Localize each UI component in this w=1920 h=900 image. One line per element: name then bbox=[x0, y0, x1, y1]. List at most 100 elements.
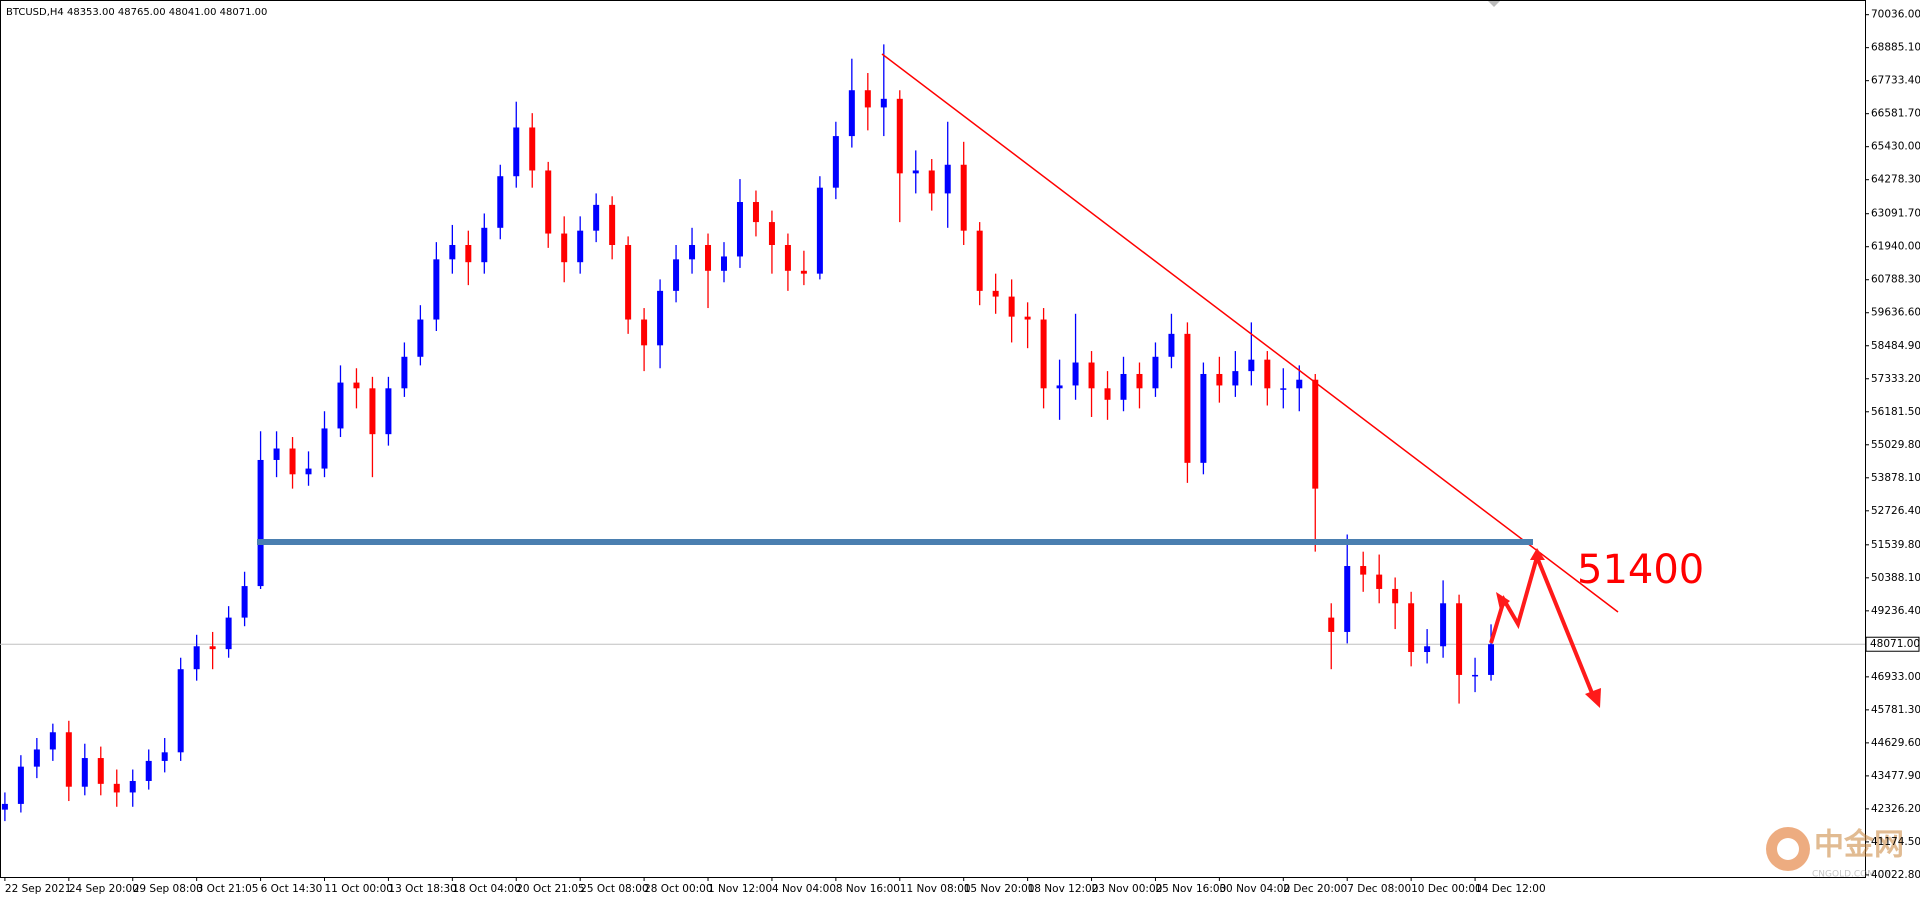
candle-body bbox=[481, 227, 488, 263]
candle-body bbox=[305, 468, 312, 475]
y-tick-label: 44629.60 bbox=[1871, 737, 1920, 749]
candle-body bbox=[353, 382, 360, 389]
candle-body bbox=[1264, 359, 1271, 389]
candle-body bbox=[1232, 371, 1239, 386]
y-tick-label: 61940.00 bbox=[1871, 241, 1920, 253]
arrow-head bbox=[1496, 592, 1510, 610]
x-tick-label: 11 Oct 00:00 bbox=[325, 883, 393, 895]
candle-body bbox=[321, 428, 328, 469]
y-tick-label: 43477.90 bbox=[1871, 770, 1920, 782]
candle-body bbox=[1120, 373, 1127, 400]
x-tick-label: 20 Oct 21:05 bbox=[516, 883, 584, 895]
candle-body bbox=[960, 164, 967, 231]
y-tick-label: 57333.20 bbox=[1871, 373, 1920, 385]
candle-body bbox=[129, 780, 136, 793]
x-tick-label: 14 Dec 12:00 bbox=[1475, 883, 1546, 895]
candle-body bbox=[113, 783, 120, 793]
candle-body bbox=[609, 204, 616, 246]
candle-body bbox=[784, 245, 791, 271]
candle-body bbox=[97, 758, 104, 784]
trend-line bbox=[881, 53, 1619, 613]
candle-body bbox=[912, 170, 919, 174]
y-tick-label: 68885.10 bbox=[1871, 42, 1920, 54]
candle-body bbox=[1056, 385, 1063, 389]
y-tick-label: 45781.30 bbox=[1871, 704, 1920, 716]
x-tick-label: 3 Oct 21:05 bbox=[197, 883, 259, 895]
x-tick-label: 4 Nov 04:00 bbox=[772, 883, 836, 895]
candle-body bbox=[848, 90, 855, 137]
candle-body bbox=[673, 259, 680, 291]
y-tick-label: 53878.10 bbox=[1871, 472, 1920, 484]
candle-body bbox=[433, 259, 440, 320]
candle-body bbox=[17, 766, 24, 804]
x-tick-label: 18 Oct 04:00 bbox=[452, 883, 520, 895]
candle-body bbox=[1344, 566, 1351, 632]
candle-body bbox=[1024, 316, 1031, 320]
y-tick-label: 60788.30 bbox=[1871, 274, 1920, 286]
y-tick-label: 64278.30 bbox=[1871, 174, 1920, 186]
candle-body bbox=[337, 382, 344, 429]
candle-body bbox=[1456, 603, 1463, 675]
candle-body bbox=[752, 202, 759, 223]
drawings bbox=[257, 1, 1619, 708]
candle-body bbox=[1440, 603, 1447, 647]
candle-body bbox=[465, 245, 472, 263]
y-tick-label: 40022.80 bbox=[1871, 869, 1920, 881]
x-tick-label: 18 Nov 12:00 bbox=[1028, 883, 1099, 895]
x-tick-label: 25 Oct 08:00 bbox=[580, 883, 648, 895]
forecast-path bbox=[1489, 550, 1596, 699]
y-tick-label: 58484.90 bbox=[1871, 340, 1920, 352]
candle-body bbox=[1328, 617, 1335, 632]
y-tick-label: 65430.00 bbox=[1871, 141, 1920, 153]
y-tick-label: 63091.70 bbox=[1871, 208, 1920, 220]
candle-body bbox=[81, 758, 88, 787]
candle-body bbox=[1184, 333, 1191, 463]
candle-body bbox=[513, 127, 520, 177]
x-tick-label: 29 Sep 08:00 bbox=[133, 883, 203, 895]
candle-body bbox=[1472, 674, 1479, 677]
x-tick-label: 22 Sep 2021 bbox=[5, 883, 72, 895]
candle-body bbox=[529, 127, 536, 171]
y-tick-label: 50388.10 bbox=[1871, 572, 1920, 584]
candle-body bbox=[705, 245, 712, 271]
plot-frame bbox=[0, 0, 1866, 878]
watermark: 中金网 CNGOLD.COM.CN bbox=[1766, 827, 1904, 880]
x-tick-label: 13 Oct 18:30 bbox=[388, 883, 456, 895]
candle-body bbox=[561, 233, 568, 263]
candle-body bbox=[145, 760, 152, 781]
candle-body bbox=[657, 290, 664, 346]
candle-body bbox=[896, 98, 903, 174]
candle-body bbox=[1072, 362, 1079, 386]
candle-body bbox=[209, 646, 216, 650]
candle-body bbox=[497, 176, 504, 228]
candle-body bbox=[1312, 379, 1319, 489]
candle-body bbox=[832, 136, 839, 188]
candle-body bbox=[1408, 603, 1415, 653]
x-tick-label: 25 Nov 16:00 bbox=[1155, 883, 1226, 895]
candle-body bbox=[800, 270, 807, 274]
x-tick-label: 24 Sep 20:00 bbox=[69, 883, 139, 895]
shift-marker bbox=[1488, 1, 1500, 7]
y-tick-label: 67733.40 bbox=[1871, 75, 1920, 87]
chart-title: BTCUSD,H4 48353.00 48765.00 48041.00 480… bbox=[6, 7, 267, 18]
candle-body bbox=[992, 290, 999, 297]
y-tick-label: 41174.50 bbox=[1871, 836, 1920, 848]
watermark-subtext: CNGOLD.COM.CN bbox=[1812, 870, 1891, 880]
y-tick-label: 52726.40 bbox=[1871, 505, 1920, 517]
candle-body bbox=[1200, 373, 1207, 463]
candle-body bbox=[928, 170, 935, 194]
y-tick-label: 46933.00 bbox=[1871, 671, 1920, 683]
y-tick-label: 66581.70 bbox=[1871, 108, 1920, 120]
y-tick-label: 55029.80 bbox=[1871, 439, 1920, 451]
candle-body bbox=[1008, 296, 1015, 317]
x-tick-label: 8 Nov 16:00 bbox=[836, 883, 900, 895]
y-tick-label: 70036.00 bbox=[1871, 9, 1920, 21]
candle-body bbox=[65, 732, 72, 787]
x-tick-label: 7 Dec 08:00 bbox=[1347, 883, 1411, 895]
y-tick-label: 42326.20 bbox=[1871, 803, 1920, 815]
candle-body bbox=[1040, 319, 1047, 389]
last-price-label: 48071.00 bbox=[1870, 638, 1920, 650]
y-tick-label: 56181.50 bbox=[1871, 406, 1920, 418]
